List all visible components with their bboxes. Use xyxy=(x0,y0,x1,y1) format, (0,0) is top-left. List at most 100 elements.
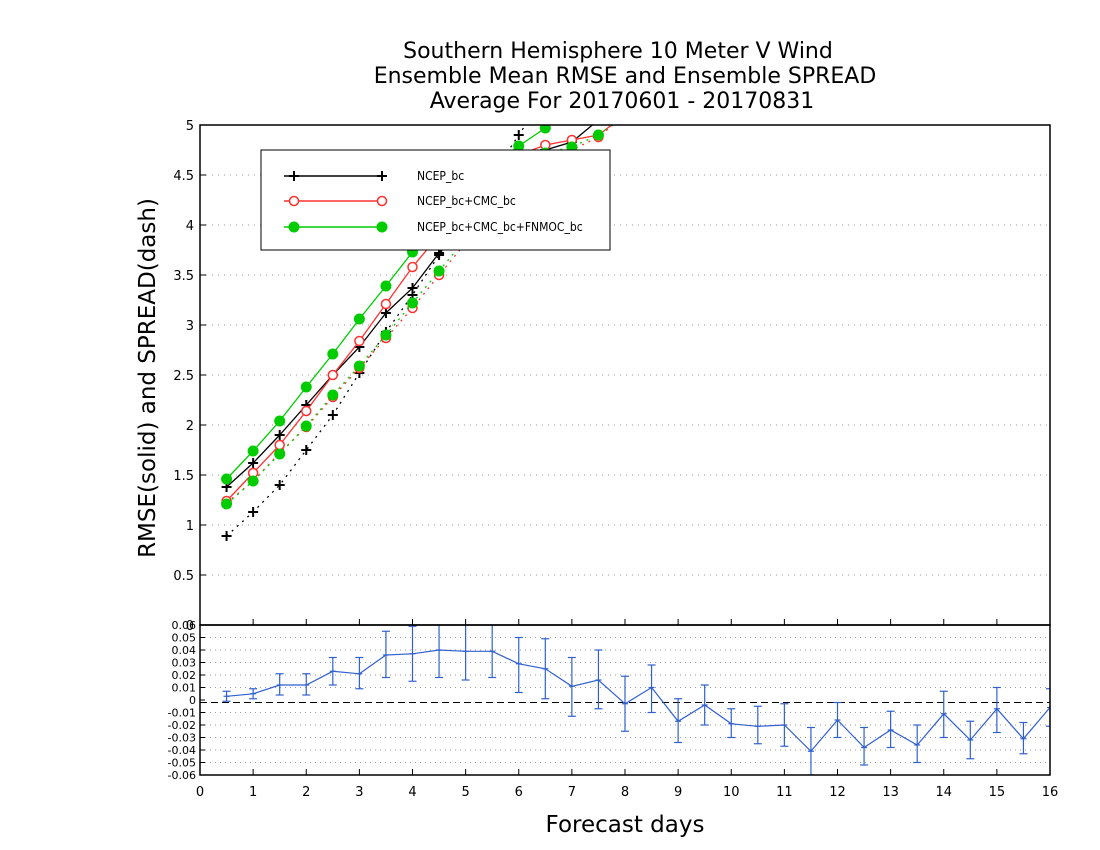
top-y-tick-label: 5 xyxy=(186,119,194,134)
legend-label-2: NCEP_bc+CMC_bc+FNMOC_bc xyxy=(417,220,583,234)
legend-label-1: NCEP_bc+CMC_bc xyxy=(417,194,516,208)
series-0-rmse-point xyxy=(274,430,285,440)
difference-errorbar xyxy=(567,656,576,717)
series-1-rmse-point xyxy=(327,369,339,381)
bottom-y-tick-label: -0.04 xyxy=(168,744,196,757)
top-y-tick-label: 2.5 xyxy=(173,369,194,384)
series-2-rmse-point xyxy=(247,445,259,457)
bottom-y-tick-label: 0.03 xyxy=(172,657,197,670)
series-0-spread-point xyxy=(327,410,338,420)
difference-errorbar xyxy=(727,708,736,739)
x-tick-label: 6 xyxy=(515,785,523,800)
series-0-spread-point xyxy=(248,507,259,517)
series-2-rmse-point xyxy=(221,473,233,485)
top-y-tick-label: 3 xyxy=(186,319,194,334)
x-tick-label: 4 xyxy=(408,785,416,800)
x-tick-label: 16 xyxy=(1042,785,1059,800)
bottom-y-tick-label: 0.01 xyxy=(172,682,197,695)
series-2-rmse-point xyxy=(539,125,551,134)
x-tick-label: 2 xyxy=(302,785,310,800)
series-0-spread-point xyxy=(274,480,285,490)
legend-marker-2 xyxy=(288,221,300,233)
series-1-rmse-line xyxy=(226,125,613,502)
x-tick-label: 0 xyxy=(196,785,204,800)
bottom-y-tick-label: 0.04 xyxy=(172,644,197,657)
top-y-tick-label: 2 xyxy=(186,419,194,434)
x-tick-label: 14 xyxy=(935,785,952,800)
x-axis-title: Forecast days xyxy=(546,812,705,838)
top-y-tick-label: 4.5 xyxy=(173,169,194,184)
legend-marker-0 xyxy=(377,171,387,181)
top-y-tick-label: 3.5 xyxy=(173,269,194,284)
series-2-spread-point xyxy=(592,129,604,141)
series-2-spread-point xyxy=(353,360,365,372)
series-2-spread-point xyxy=(327,389,339,401)
x-axis-ticks: 0 1 2 3 4 5 6 7 8 9 10 11 12 13 14 15 16 xyxy=(196,619,1058,800)
x-tick-label: 11 xyxy=(776,785,793,800)
legend-label-0: NCEP_bc xyxy=(417,169,464,183)
top-y-tick-label: 1 xyxy=(186,519,194,534)
series-1-rmse-point xyxy=(274,439,285,451)
difference-errorbar xyxy=(674,698,683,744)
difference-errorbar xyxy=(753,705,762,745)
series-2-spread-point xyxy=(407,297,418,309)
series-2-spread-point xyxy=(247,475,259,487)
series-2-rmse-point xyxy=(380,280,392,292)
legend-marker-0 xyxy=(289,171,299,181)
series-1-rmse-point xyxy=(354,335,365,347)
series-1-rmse-point xyxy=(380,298,392,310)
x-tick-label: 3 xyxy=(355,785,363,800)
series-2-spread-point xyxy=(433,265,445,277)
x-tick-label: 9 xyxy=(674,785,682,800)
difference-errorbar xyxy=(355,656,364,690)
series-0-rmse-point xyxy=(593,115,603,125)
top-y-tick-label: 0.5 xyxy=(173,569,194,584)
legend-marker-1 xyxy=(288,195,300,207)
chart-title-line-3: Average For 20170601 - 20170831 xyxy=(430,89,815,114)
series-2-spread-point xyxy=(274,448,286,460)
bottom-y-tick-label: -0.03 xyxy=(168,732,196,745)
difference-errorbar xyxy=(381,630,390,679)
bottom-y-tick-label: 0 xyxy=(189,694,196,707)
series-0-rmse-point xyxy=(248,458,259,468)
x-tick-label: 13 xyxy=(882,785,899,800)
series-0-spread-point xyxy=(221,531,232,541)
difference-errorbar xyxy=(886,710,895,749)
series-2-rmse-point xyxy=(327,348,339,360)
difference-errorbar xyxy=(1019,721,1028,755)
series-2-rmse-point xyxy=(274,415,286,427)
series-0-spread-point xyxy=(301,445,312,455)
series-2-spread-point xyxy=(300,420,312,432)
difference-line xyxy=(226,649,1050,753)
difference-errorbar xyxy=(992,686,1001,734)
bottom-y-tick-label: -0.02 xyxy=(168,719,196,732)
bottom-y-tick-label: 0.05 xyxy=(172,632,197,645)
series-0-rmse-point xyxy=(407,283,418,293)
difference-errorbar xyxy=(594,649,603,710)
difference-errorbar xyxy=(939,690,948,739)
y-axis-title: RMSE(solid) and SPREAD(dash) xyxy=(135,198,161,558)
series-2-spread-line xyxy=(226,125,613,505)
legend: NCEP_bc NCEP_bc+CMC_bc NCEP_bc+CMC_bc+FNMO… xyxy=(260,149,611,251)
difference-errorbar xyxy=(860,726,869,766)
series-2-spread-point xyxy=(221,498,233,510)
top-y-tick-label: 4 xyxy=(186,219,194,234)
x-tick-label: 5 xyxy=(461,785,469,800)
bottom-y-tick-label: 0.06 xyxy=(172,619,197,632)
x-tick-label: 12 xyxy=(829,785,846,800)
top-gridlines xyxy=(200,174,1050,576)
series-1-rmse-point xyxy=(407,261,418,273)
x-tick-label: 1 xyxy=(249,785,257,800)
difference-series-group xyxy=(222,625,1050,775)
chart-title-line-1: Southern Hemisphere 10 Meter V Wind xyxy=(403,39,833,64)
difference-errorbar xyxy=(514,636,523,694)
difference-errorbar xyxy=(461,625,470,681)
series-0-rmse-point xyxy=(380,308,391,318)
bottom-y-tick-label: -0.01 xyxy=(168,707,196,720)
difference-errorbar xyxy=(913,724,922,764)
bottom-y-axis-ticks: 0.060.050.040.030.020.010-0.01-0.02-0.03… xyxy=(168,619,205,782)
series-1-rmse-point xyxy=(301,405,312,417)
x-tick-label: 15 xyxy=(989,785,1006,800)
bottom-y-tick-label: -0.06 xyxy=(168,769,196,782)
